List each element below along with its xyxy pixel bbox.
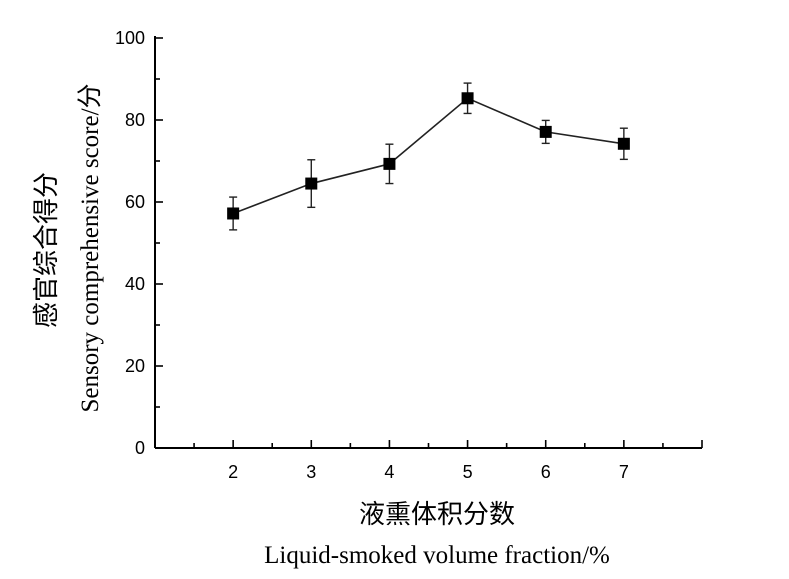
x-tick-label: 3: [306, 462, 316, 482]
data-point: [539, 125, 552, 138]
y-tick-label: 0: [135, 438, 145, 458]
data-point: [227, 207, 240, 220]
data-point: [461, 92, 474, 105]
x-tick-label: 7: [619, 462, 629, 482]
y-tick-label: 40: [125, 274, 145, 294]
x-tick-label: 4: [384, 462, 394, 482]
data-point: [305, 177, 318, 190]
x-axis-title-cn: 液熏体积分数: [359, 500, 515, 530]
axes: [154, 36, 702, 449]
series-line: [232, 97, 624, 215]
y-tick-label: 80: [125, 110, 145, 130]
data-point: [383, 157, 396, 170]
data-point: [617, 137, 630, 150]
x-tick-label: 6: [541, 462, 551, 482]
y-axis-title-cn: 感官综合得分: [32, 172, 62, 328]
x-tick-label: 5: [463, 462, 473, 482]
y-axis-title-cn-group: 感官综合得分: [32, 172, 62, 328]
x-axis-ticks: 2 3 4 5 6 7: [154, 440, 703, 482]
y-tick-label: 100: [115, 28, 145, 48]
y-axis-ticks: 0 20 40 60 80 100: [115, 28, 163, 458]
x-axis-title-en: Liquid-smoked volume fraction/%: [264, 542, 610, 569]
x-tick-label: 2: [228, 462, 238, 482]
y-tick-label: 60: [125, 192, 145, 212]
y-axis-title: Sensory comprehensive score/分: [76, 83, 104, 412]
y-axis-title-en: Sensory comprehensive score/分: [76, 83, 104, 412]
data-series: [227, 82, 630, 231]
y-tick-label: 20: [125, 356, 145, 376]
